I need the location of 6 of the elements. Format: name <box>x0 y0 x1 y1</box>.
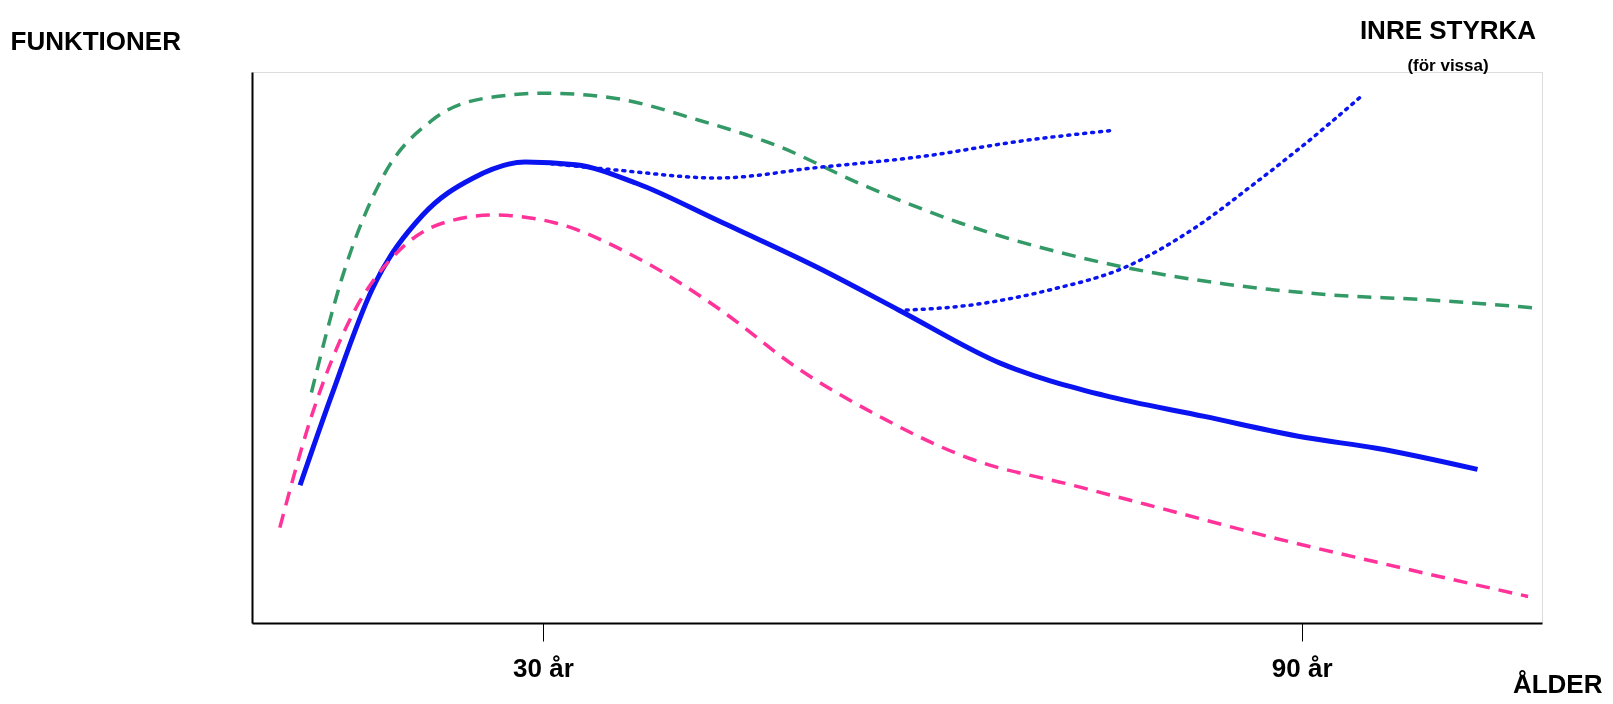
text: INRE STYRKA <box>1359 15 1537 45</box>
x-axis-title: ÅLDER <box>1512 668 1603 699</box>
text: (för vissa) <box>1407 56 1489 75</box>
x-tick-label: 90 år <box>1271 652 1333 683</box>
y-axis-title: FUNKTIONER <box>10 25 182 56</box>
x-tick-label: 30 år <box>513 652 574 683</box>
